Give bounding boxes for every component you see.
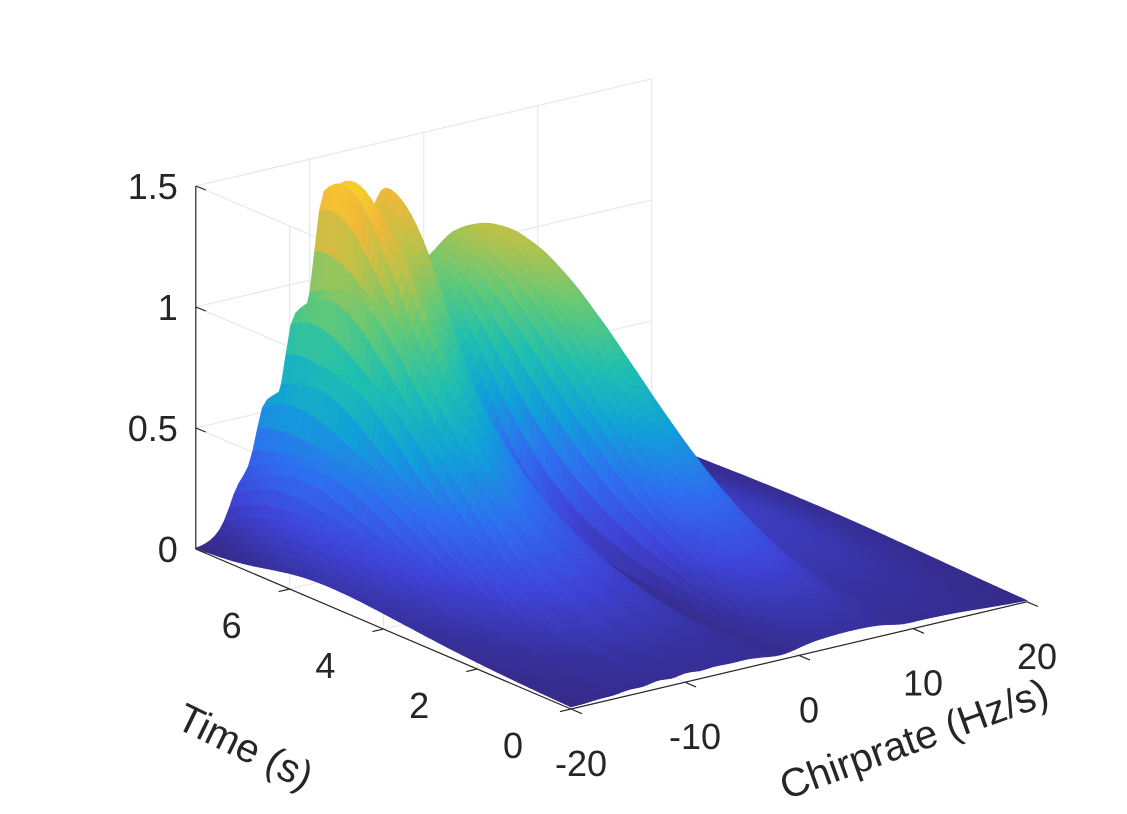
surface-layer [194,180,1028,708]
grid-line [195,78,652,187]
